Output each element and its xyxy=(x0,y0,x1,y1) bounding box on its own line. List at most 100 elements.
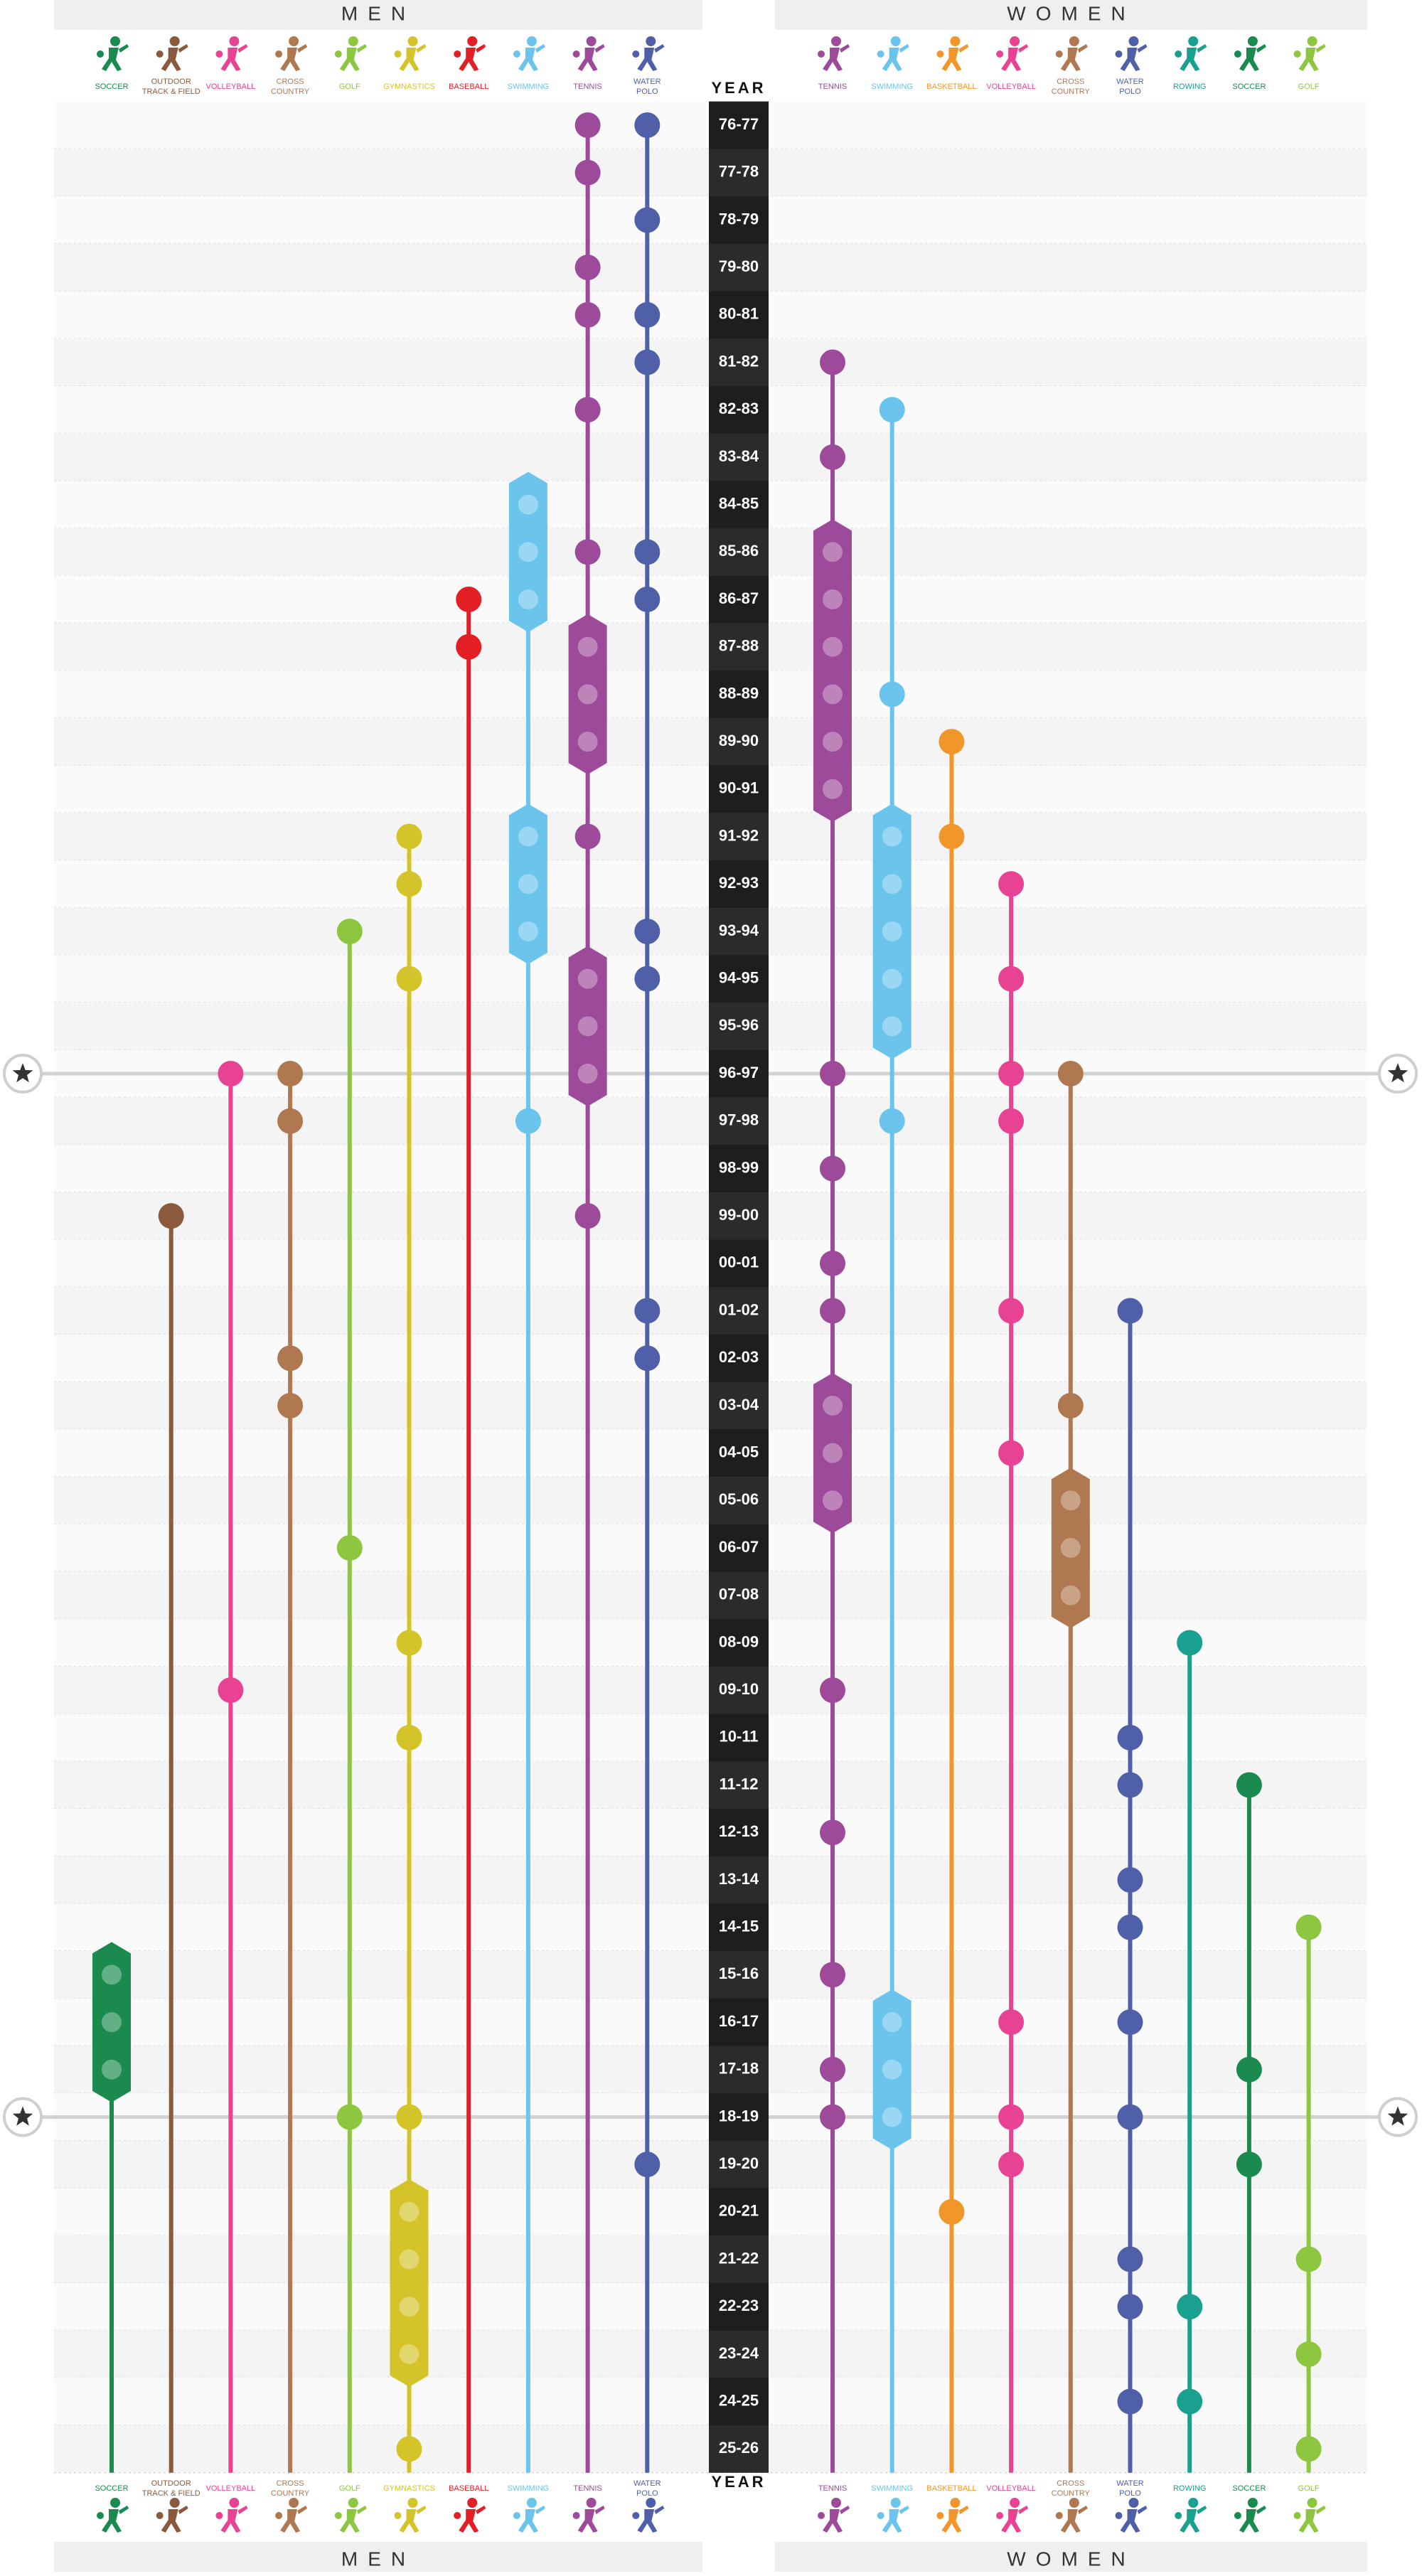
sport-label: GYMNASTICS xyxy=(383,82,435,91)
icon-body xyxy=(220,44,248,71)
icon-head xyxy=(890,36,901,46)
icon-body xyxy=(637,44,665,71)
icon-head xyxy=(229,2498,240,2508)
title-dot xyxy=(1117,1866,1143,1893)
icon-head xyxy=(348,36,358,46)
title-dot xyxy=(1236,1772,1262,1798)
title-dot xyxy=(515,1108,541,1134)
year-label: 95-96 xyxy=(719,1016,759,1034)
year-cell xyxy=(709,1571,769,1620)
year-label: 88-89 xyxy=(719,684,759,702)
icon-head xyxy=(407,36,418,46)
year-label: 93-94 xyxy=(719,921,759,939)
year-label: 22-23 xyxy=(719,2297,759,2314)
title-dot xyxy=(574,539,601,565)
year-cell xyxy=(709,338,769,386)
year-label: 09-10 xyxy=(719,1680,759,1698)
sport-label: POLO xyxy=(636,87,658,96)
title-dot xyxy=(634,301,661,328)
icon-body xyxy=(882,44,909,71)
title-dot xyxy=(998,1440,1025,1466)
title-dot xyxy=(574,112,601,139)
title-dot xyxy=(1295,2246,1322,2272)
sport-label: VOLLEYBALL xyxy=(986,82,1036,91)
icon-body xyxy=(1120,44,1148,71)
band-dot xyxy=(882,2059,902,2080)
title-dot xyxy=(820,2104,845,2130)
title-dot xyxy=(634,349,661,375)
title-dot xyxy=(634,918,661,944)
title-dot xyxy=(939,2198,965,2225)
title-band xyxy=(813,1372,852,1534)
sport-label: SWIMMING xyxy=(871,2484,913,2493)
title-dot xyxy=(396,966,422,992)
icon-body xyxy=(823,2506,850,2533)
title-band xyxy=(872,803,912,1059)
sport-label: TENNIS xyxy=(818,82,847,91)
band-dot xyxy=(882,921,902,941)
year-label: 00-01 xyxy=(719,1254,759,1271)
icon-ball xyxy=(394,2512,402,2519)
icon-body xyxy=(459,44,486,71)
year-label: 97-98 xyxy=(719,1111,759,1129)
icon-body xyxy=(1001,2506,1029,2533)
sport-icon xyxy=(394,36,427,71)
title-dot xyxy=(820,1819,845,1846)
sport-label: BASKETBALL xyxy=(926,82,976,91)
sport-label: SWIMMING xyxy=(871,82,913,91)
sport-label: BASEBALL xyxy=(449,2484,488,2493)
icon-ball xyxy=(1293,50,1301,58)
group-header xyxy=(54,2542,702,2572)
band-dot xyxy=(823,542,843,562)
group-header xyxy=(775,0,1367,30)
title-band xyxy=(813,519,852,822)
sport-label: COUNTRY xyxy=(1052,87,1091,96)
sport-label: GOLF xyxy=(1298,2484,1320,2493)
band-dot xyxy=(882,826,902,847)
title-dot xyxy=(396,1724,422,1751)
icon-body xyxy=(161,2506,188,2533)
icon-ball xyxy=(632,50,640,58)
year-cell xyxy=(709,1003,769,1050)
sport-icon xyxy=(818,36,850,71)
title-band xyxy=(92,1942,131,2102)
sport-label: GYMNASTICS xyxy=(383,2484,435,2493)
band-dot xyxy=(102,2059,122,2080)
sport-label: TENNIS xyxy=(573,2484,602,2493)
group-label: WOMEN xyxy=(1007,2548,1135,2570)
title-dot xyxy=(396,2436,422,2462)
icon-head xyxy=(1010,36,1020,46)
band-dot xyxy=(399,2249,419,2270)
title-band xyxy=(872,1989,912,2150)
year-label: 15-16 xyxy=(719,1965,759,1982)
icon-head xyxy=(169,2498,180,2508)
title-band xyxy=(568,614,607,775)
year-label: 86-87 xyxy=(719,589,759,607)
title-dot xyxy=(1117,2246,1143,2272)
title-dot xyxy=(820,1677,845,1704)
icon-body xyxy=(1298,44,1326,71)
sport-label: SWIMMING xyxy=(508,2484,550,2493)
year-cell xyxy=(709,813,769,860)
band-dot xyxy=(823,636,843,657)
sport-label: ROWING xyxy=(1173,2484,1206,2493)
icon-ball xyxy=(334,2512,342,2519)
title-dot xyxy=(277,1061,304,1087)
icon-head xyxy=(646,36,656,46)
icon-body xyxy=(518,2506,545,2533)
icon-body xyxy=(1060,2506,1088,2533)
sport-label: CROSS xyxy=(1057,2479,1084,2488)
band-dot xyxy=(823,779,843,799)
star-icon xyxy=(1387,1063,1408,1083)
sport-icon xyxy=(996,2498,1029,2533)
icon-ball xyxy=(275,2512,283,2519)
icon-body xyxy=(459,2506,486,2533)
year-cell xyxy=(709,2140,769,2188)
band-dot xyxy=(102,2012,122,2033)
sport-icon xyxy=(275,2498,308,2533)
sport-label: VOLLEYBALL xyxy=(206,2484,256,2493)
group-header xyxy=(775,2542,1367,2572)
sport-label: COUNTRY xyxy=(271,87,310,96)
year-label: 18-19 xyxy=(719,2107,759,2125)
